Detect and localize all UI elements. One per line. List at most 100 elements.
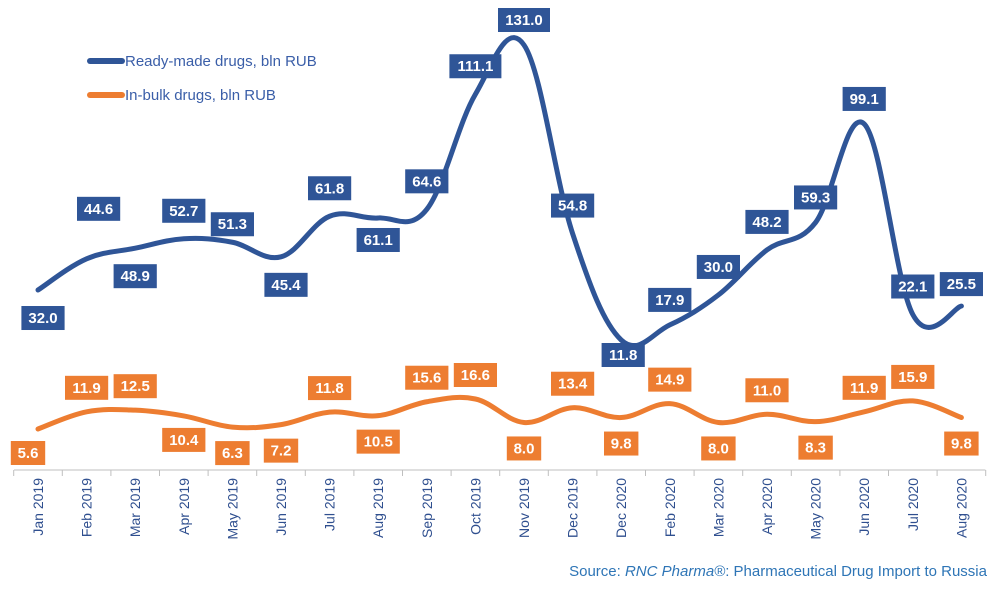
data-label-box (210, 212, 254, 237)
x-tick-label: Sep 2019 (419, 478, 435, 538)
data-label-box (939, 272, 983, 297)
data-label-box (405, 169, 449, 194)
data-label: 10.5 (356, 429, 400, 454)
data-label-box (215, 441, 250, 466)
data-label-box (113, 264, 157, 289)
data-label-box (21, 306, 65, 331)
data-label: 51.3 (210, 212, 254, 237)
data-label: 22.1 (891, 274, 935, 299)
data-label-text: 10.4 (169, 432, 199, 449)
x-tick-label: Feb 2019 (79, 478, 95, 537)
data-label-text: 30.0 (704, 259, 733, 276)
data-label: 59.3 (794, 185, 838, 210)
data-label-box (162, 198, 206, 223)
data-label-box (65, 375, 109, 400)
data-label: 15.6 (405, 365, 449, 390)
data-label: 8.0 (701, 436, 736, 461)
data-label: 99.1 (842, 86, 886, 111)
data-label-box (648, 287, 692, 312)
data-label-box (10, 441, 46, 465)
data-label-box (842, 375, 886, 400)
data-label: 131.0 (498, 8, 550, 32)
data-label: 32.0 (21, 306, 65, 331)
data-label-text: 44.6 (84, 201, 113, 218)
data-label: 11.8 (308, 376, 352, 401)
data-label-box (453, 363, 497, 387)
x-tick-label: Jun 2020 (856, 478, 872, 536)
data-label: 11.9 (65, 375, 109, 400)
data-label-text: 15.6 (412, 370, 441, 387)
data-label: 5.6 (10, 441, 46, 465)
series-line-ready-made (35, 35, 964, 349)
source-note: Source: RNC Pharma®: Pharmaceutical Drug… (569, 563, 987, 580)
data-label-box (449, 54, 502, 79)
x-tick-label: Nov 2019 (516, 478, 532, 538)
data-label-box (263, 438, 299, 463)
legend-label-ready-made: Ready-made drugs, bln RUB (125, 53, 317, 70)
source-prefix: Source: (569, 563, 625, 580)
data-label: 7.2 (263, 438, 299, 463)
x-tick-label: Apr 2019 (176, 478, 192, 535)
data-label-box (113, 374, 157, 399)
x-tick-label: Oct 2019 (467, 478, 483, 535)
x-tick-label: Jun 2019 (273, 478, 289, 536)
data-label: 45.4 (264, 272, 308, 297)
data-label-box (798, 435, 833, 460)
data-label-text: 22.1 (898, 279, 927, 296)
data-label-box (944, 431, 979, 456)
data-label: 64.6 (405, 169, 449, 194)
x-tick-label: Jul 2020 (905, 478, 921, 531)
data-label-box (77, 196, 121, 221)
data-label-text: 16.6 (461, 367, 490, 384)
data-label-text: 15.9 (898, 369, 927, 386)
series-lines (35, 35, 964, 432)
data-label-box (308, 176, 352, 201)
data-label-text: 11.9 (72, 380, 100, 397)
data-label: 54.8 (551, 193, 595, 218)
data-label-text: 11.0 (753, 382, 781, 399)
data-label-box (264, 272, 308, 297)
data-label-text: 25.5 (947, 276, 976, 293)
data-label-text: 111.1 (457, 58, 493, 75)
data-label-text: 59.3 (801, 189, 830, 206)
x-axis: Jan 2019 Feb 2019 Mar 2019 Apr 2019 May 2019… (13, 469, 987, 539)
data-label-box (162, 427, 206, 452)
data-label-text: 7.2 (271, 443, 292, 460)
data-label-text: 61.8 (315, 180, 344, 197)
data-label-text: 54.8 (558, 198, 587, 215)
data-label-text: 9.8 (951, 436, 972, 453)
data-label: 48.2 (745, 209, 789, 234)
data-label-text: 6.3 (222, 445, 243, 462)
data-label-text: 64.6 (412, 173, 441, 190)
data-label-text: 11.9 (850, 380, 878, 397)
x-tick-label: Feb 2020 (662, 478, 678, 537)
data-label-text: 12.5 (121, 378, 150, 395)
data-label: 16.6 (453, 363, 497, 387)
data-label: 111.1 (449, 54, 502, 79)
data-label-box (745, 209, 789, 234)
data-label: 17.9 (648, 287, 692, 312)
data-label: 44.6 (77, 196, 121, 221)
data-label: 61.1 (356, 227, 400, 252)
data-label-text: 131.0 (505, 12, 543, 29)
legend: Ready-made drugs, bln RUB In-bulk drugs,… (87, 53, 317, 104)
data-label-text: 61.1 (364, 232, 393, 249)
data-label: 52.7 (162, 198, 206, 223)
data-label: 61.8 (308, 176, 352, 201)
data-label: 6.3 (215, 441, 250, 466)
data-label: 11.0 (745, 378, 789, 403)
data-label: 9.8 (604, 431, 639, 456)
data-label-text: 11.8 (609, 347, 637, 364)
data-label-text: 13.4 (558, 376, 588, 393)
data-label: 10.4 (162, 427, 206, 452)
data-label-text: 45.4 (271, 277, 301, 294)
data-label-text: 5.6 (18, 445, 39, 462)
data-label-box (356, 429, 400, 454)
data-label-text: 9.8 (611, 436, 632, 453)
data-label: 11.9 (842, 375, 886, 400)
data-label: 48.9 (113, 264, 157, 289)
x-tick-label: Dec 2019 (565, 478, 581, 538)
source-suffix: : Pharmaceutical Drug Import to Russia (725, 563, 987, 580)
data-label-text: 48.2 (752, 214, 781, 231)
